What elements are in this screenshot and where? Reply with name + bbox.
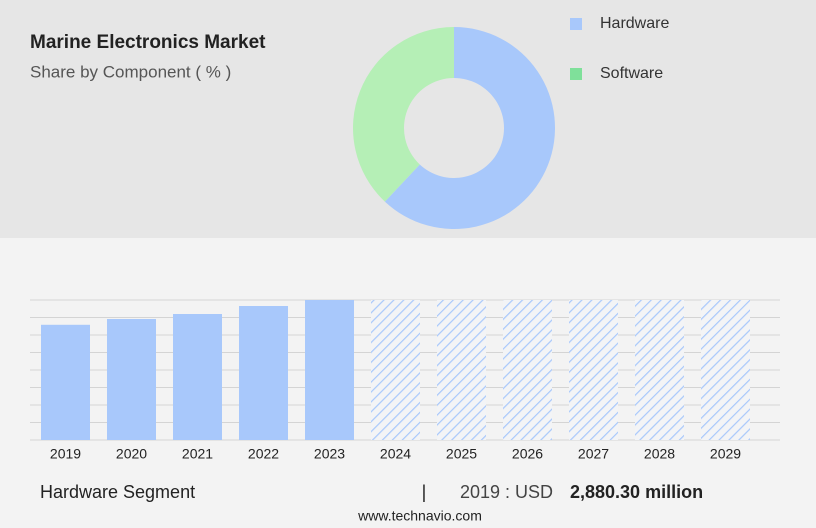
forecast-placeholder	[569, 300, 618, 440]
x-tick-label: 2022	[248, 446, 279, 462]
legend-swatch	[570, 68, 582, 80]
x-tick-label: 2021	[182, 446, 213, 462]
bar	[107, 319, 156, 440]
x-tick-label: 2029	[710, 446, 741, 462]
bar	[239, 306, 288, 440]
legend-label: Software	[600, 65, 663, 82]
forecast-placeholder	[371, 300, 420, 440]
forecast-placeholder	[701, 300, 750, 440]
x-tick-label: 2028	[644, 446, 675, 462]
x-tick-label: 2023	[314, 446, 345, 462]
slice	[353, 27, 454, 202]
bar	[305, 300, 354, 440]
x-tick-label: 2027	[578, 446, 609, 462]
x-tick-label: 2019	[50, 446, 81, 462]
forecast-placeholder	[635, 300, 684, 440]
separator: |	[422, 482, 427, 502]
year-label: 2019 : USD	[460, 482, 553, 502]
x-tick-label: 2024	[380, 446, 411, 462]
forecast-placeholder	[503, 300, 552, 440]
slice	[384, 27, 555, 229]
source: www.technavio.com	[357, 508, 482, 524]
forecast-placeholder	[437, 300, 486, 440]
segment-label: Hardware Segment	[40, 482, 195, 502]
value-label: 2,880.30 million	[570, 482, 703, 502]
legend-swatch	[570, 18, 582, 30]
x-tick-label: 2026	[512, 446, 543, 462]
subtitle: Share by Component ( % )	[30, 62, 231, 81]
legend-label: Hardware	[600, 15, 669, 32]
title: Marine Electronics Market	[30, 32, 266, 53]
bar	[41, 324, 90, 440]
x-tick-label: 2020	[116, 446, 147, 462]
bar	[173, 314, 222, 440]
x-tick-label: 2025	[446, 446, 477, 462]
